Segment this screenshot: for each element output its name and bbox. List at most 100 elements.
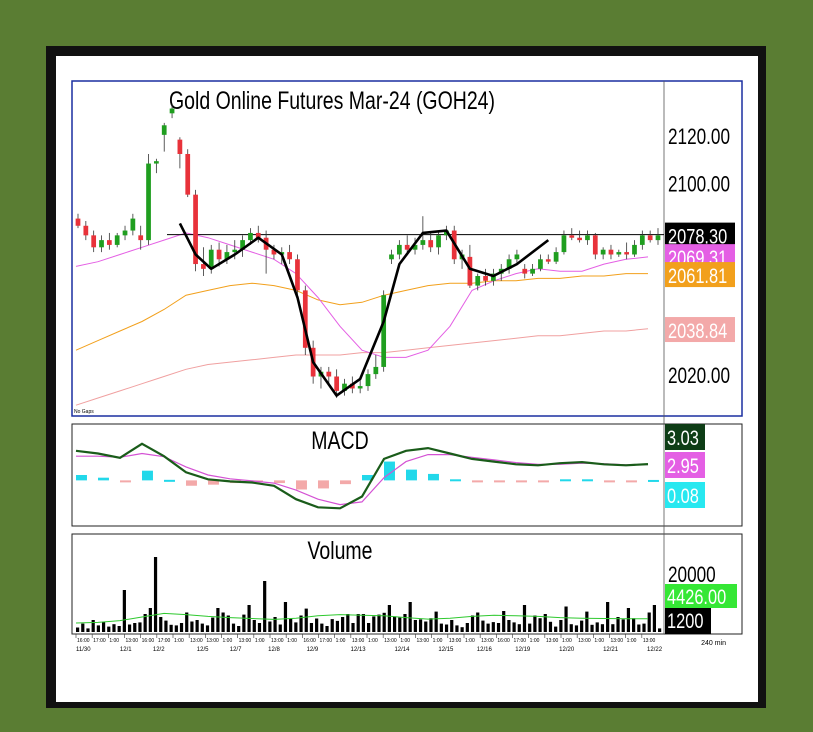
volume-bar [398,617,402,632]
candle-body [561,235,567,253]
volume-bar [408,602,412,632]
candle-body [349,383,355,389]
volume-bar [361,614,366,632]
macd-histogram-bar [296,480,307,490]
volume-bar [658,628,662,632]
ma-mid-label: 2061.81 [668,264,727,287]
volume-bar [444,624,449,632]
volume-bar [382,612,386,632]
volume-bar [148,608,152,632]
candle-body [83,225,89,236]
volume-bar [185,612,189,632]
session-label: 13:00 [643,638,656,644]
ma-mid-label-box [665,262,735,288]
date-label: 12/2 [153,647,165,653]
session-label: 16:00 [77,638,90,644]
volume-bar [76,627,80,632]
macd-histogram-bar [648,479,659,482]
candle-body [342,383,347,391]
volume-bar [450,620,454,632]
candle-body [624,252,630,255]
volume-avg-line [75,612,649,624]
candle-body [216,249,222,260]
volume-bar [377,614,381,632]
session-label: 13:00 [546,638,559,644]
volume-bar [642,623,646,632]
date-label: 12/15 [438,647,454,653]
price-panel-frame [71,80,743,417]
candle-body [271,249,277,255]
volume-bar [569,624,573,632]
ma-mid-line [75,273,648,351]
candle-body [154,161,159,164]
volume-bar [195,620,199,632]
volume-bar [91,620,95,632]
macd-panel-frame [71,423,743,527]
macd-histogram-bar [98,477,109,481]
session-label: 1:00 [109,638,119,644]
volume-bar [465,623,469,632]
signal-value-label: 2.95 [667,454,699,477]
macd-histogram-bar [494,480,505,483]
candle-body [232,249,238,253]
candle-body [75,218,81,226]
macd-histogram-bar [384,461,395,481]
volume-bar [564,606,568,632]
volume-bar [330,619,334,632]
date-label: 12/21 [603,647,619,653]
session-label: 1:00 [368,638,378,644]
ma-short-line [75,232,649,358]
volume-bar [138,622,142,632]
candle-body [538,259,543,269]
candle-body [255,232,261,238]
volume-bar [179,623,184,632]
session-label: 17:00 [514,638,527,644]
session-label: 16:00 [497,638,510,644]
candle-body [334,376,340,391]
volume-bar [486,623,490,632]
session-label: 16:00 [142,638,155,644]
session-label: 13:00 [126,638,139,644]
volume-bar [595,622,599,632]
candle-body [467,256,473,286]
volume-bar [590,624,594,632]
volume-bar [117,626,121,632]
macd-line [75,442,649,510]
price-axis-tick: 2100.00 [668,173,730,198]
volume-bar [367,623,371,632]
volume-bar [205,625,210,632]
candle-body [177,139,183,154]
volume-bar [512,622,516,632]
candle-body [506,259,512,269]
last-price-label: 2078.30 [668,225,727,248]
candle-body [185,153,191,195]
volume-bar [517,624,521,632]
macd-value-label: 3.03 [667,426,699,449]
session-label: 1:00 [400,638,410,644]
session-label: 1:00 [336,638,346,644]
volume-bar [294,622,298,632]
session-label: 17:00 [320,638,333,644]
candle-body [396,244,402,255]
candle-body [404,244,410,250]
volume-bar [606,602,610,632]
volume-bar [159,617,163,632]
pattern-annotation [178,222,550,397]
candle-body [240,240,245,250]
session-label: 13:00 [271,638,284,644]
volume-bar [226,615,230,632]
candle-body [632,244,637,255]
volume-bar [554,626,558,632]
signal-value-label-box [665,452,705,478]
candle-body [365,374,371,387]
volume-bar [320,623,324,632]
volume-bar [96,625,100,632]
date-label: 12/7 [230,647,242,653]
session-label: 17:00 [158,638,171,644]
volume-bar [548,621,553,632]
volume-bar [616,617,620,632]
candle-body [208,249,214,269]
volume-bar [335,620,340,632]
candle-body [287,252,292,260]
macd-histogram-bar [516,480,527,483]
